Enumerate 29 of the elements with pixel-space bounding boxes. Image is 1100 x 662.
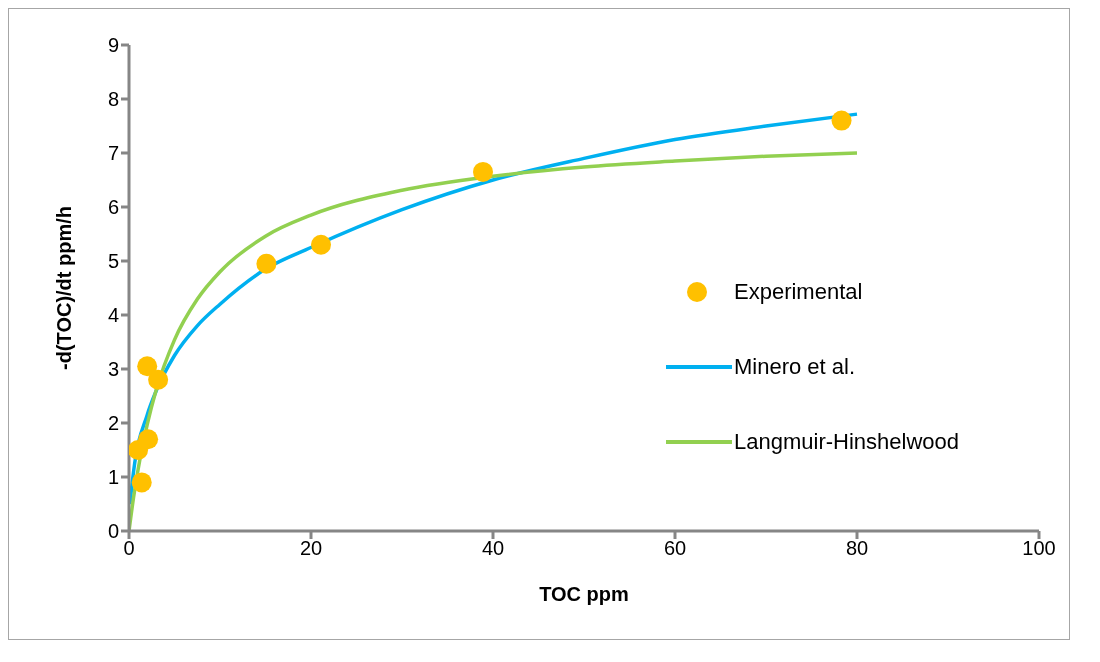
x-tick-label: 40 xyxy=(481,537,505,560)
x-tick-label: 0 xyxy=(123,537,135,560)
y-tick-label: 7 xyxy=(107,142,119,165)
y-tick-label: 2 xyxy=(107,412,119,435)
y-tick-label: 1 xyxy=(107,466,119,489)
y-tick-label: 3 xyxy=(107,358,119,381)
point xyxy=(311,234,332,255)
x-axis-title: TOC ppm xyxy=(539,583,629,605)
x-tick-label: 80 xyxy=(845,537,869,560)
point xyxy=(131,472,152,493)
y-tick-label: 6 xyxy=(107,196,119,219)
x-tick-label: 20 xyxy=(299,537,323,560)
x-tick-label: 100 xyxy=(1022,537,1056,560)
legend-label: Minero et al. xyxy=(733,353,856,380)
legend-label: Langmuir-Hinshelwood xyxy=(733,428,959,455)
point xyxy=(138,429,159,450)
y-tick-label: 4 xyxy=(107,304,119,327)
point xyxy=(148,369,169,390)
y-tick-label: 8 xyxy=(107,88,119,111)
x-tick-label: 60 xyxy=(663,537,687,560)
point xyxy=(256,253,277,274)
point xyxy=(137,356,158,377)
point xyxy=(831,110,852,131)
point xyxy=(472,161,493,182)
y-axis-title: -d(TOC)/dt ppm/h xyxy=(53,205,76,371)
legend-label: Experimental xyxy=(733,278,863,305)
y-tick-label: 0 xyxy=(107,520,119,543)
y-tick-label: 5 xyxy=(107,250,119,273)
y-tick-label: 9 xyxy=(107,34,119,57)
